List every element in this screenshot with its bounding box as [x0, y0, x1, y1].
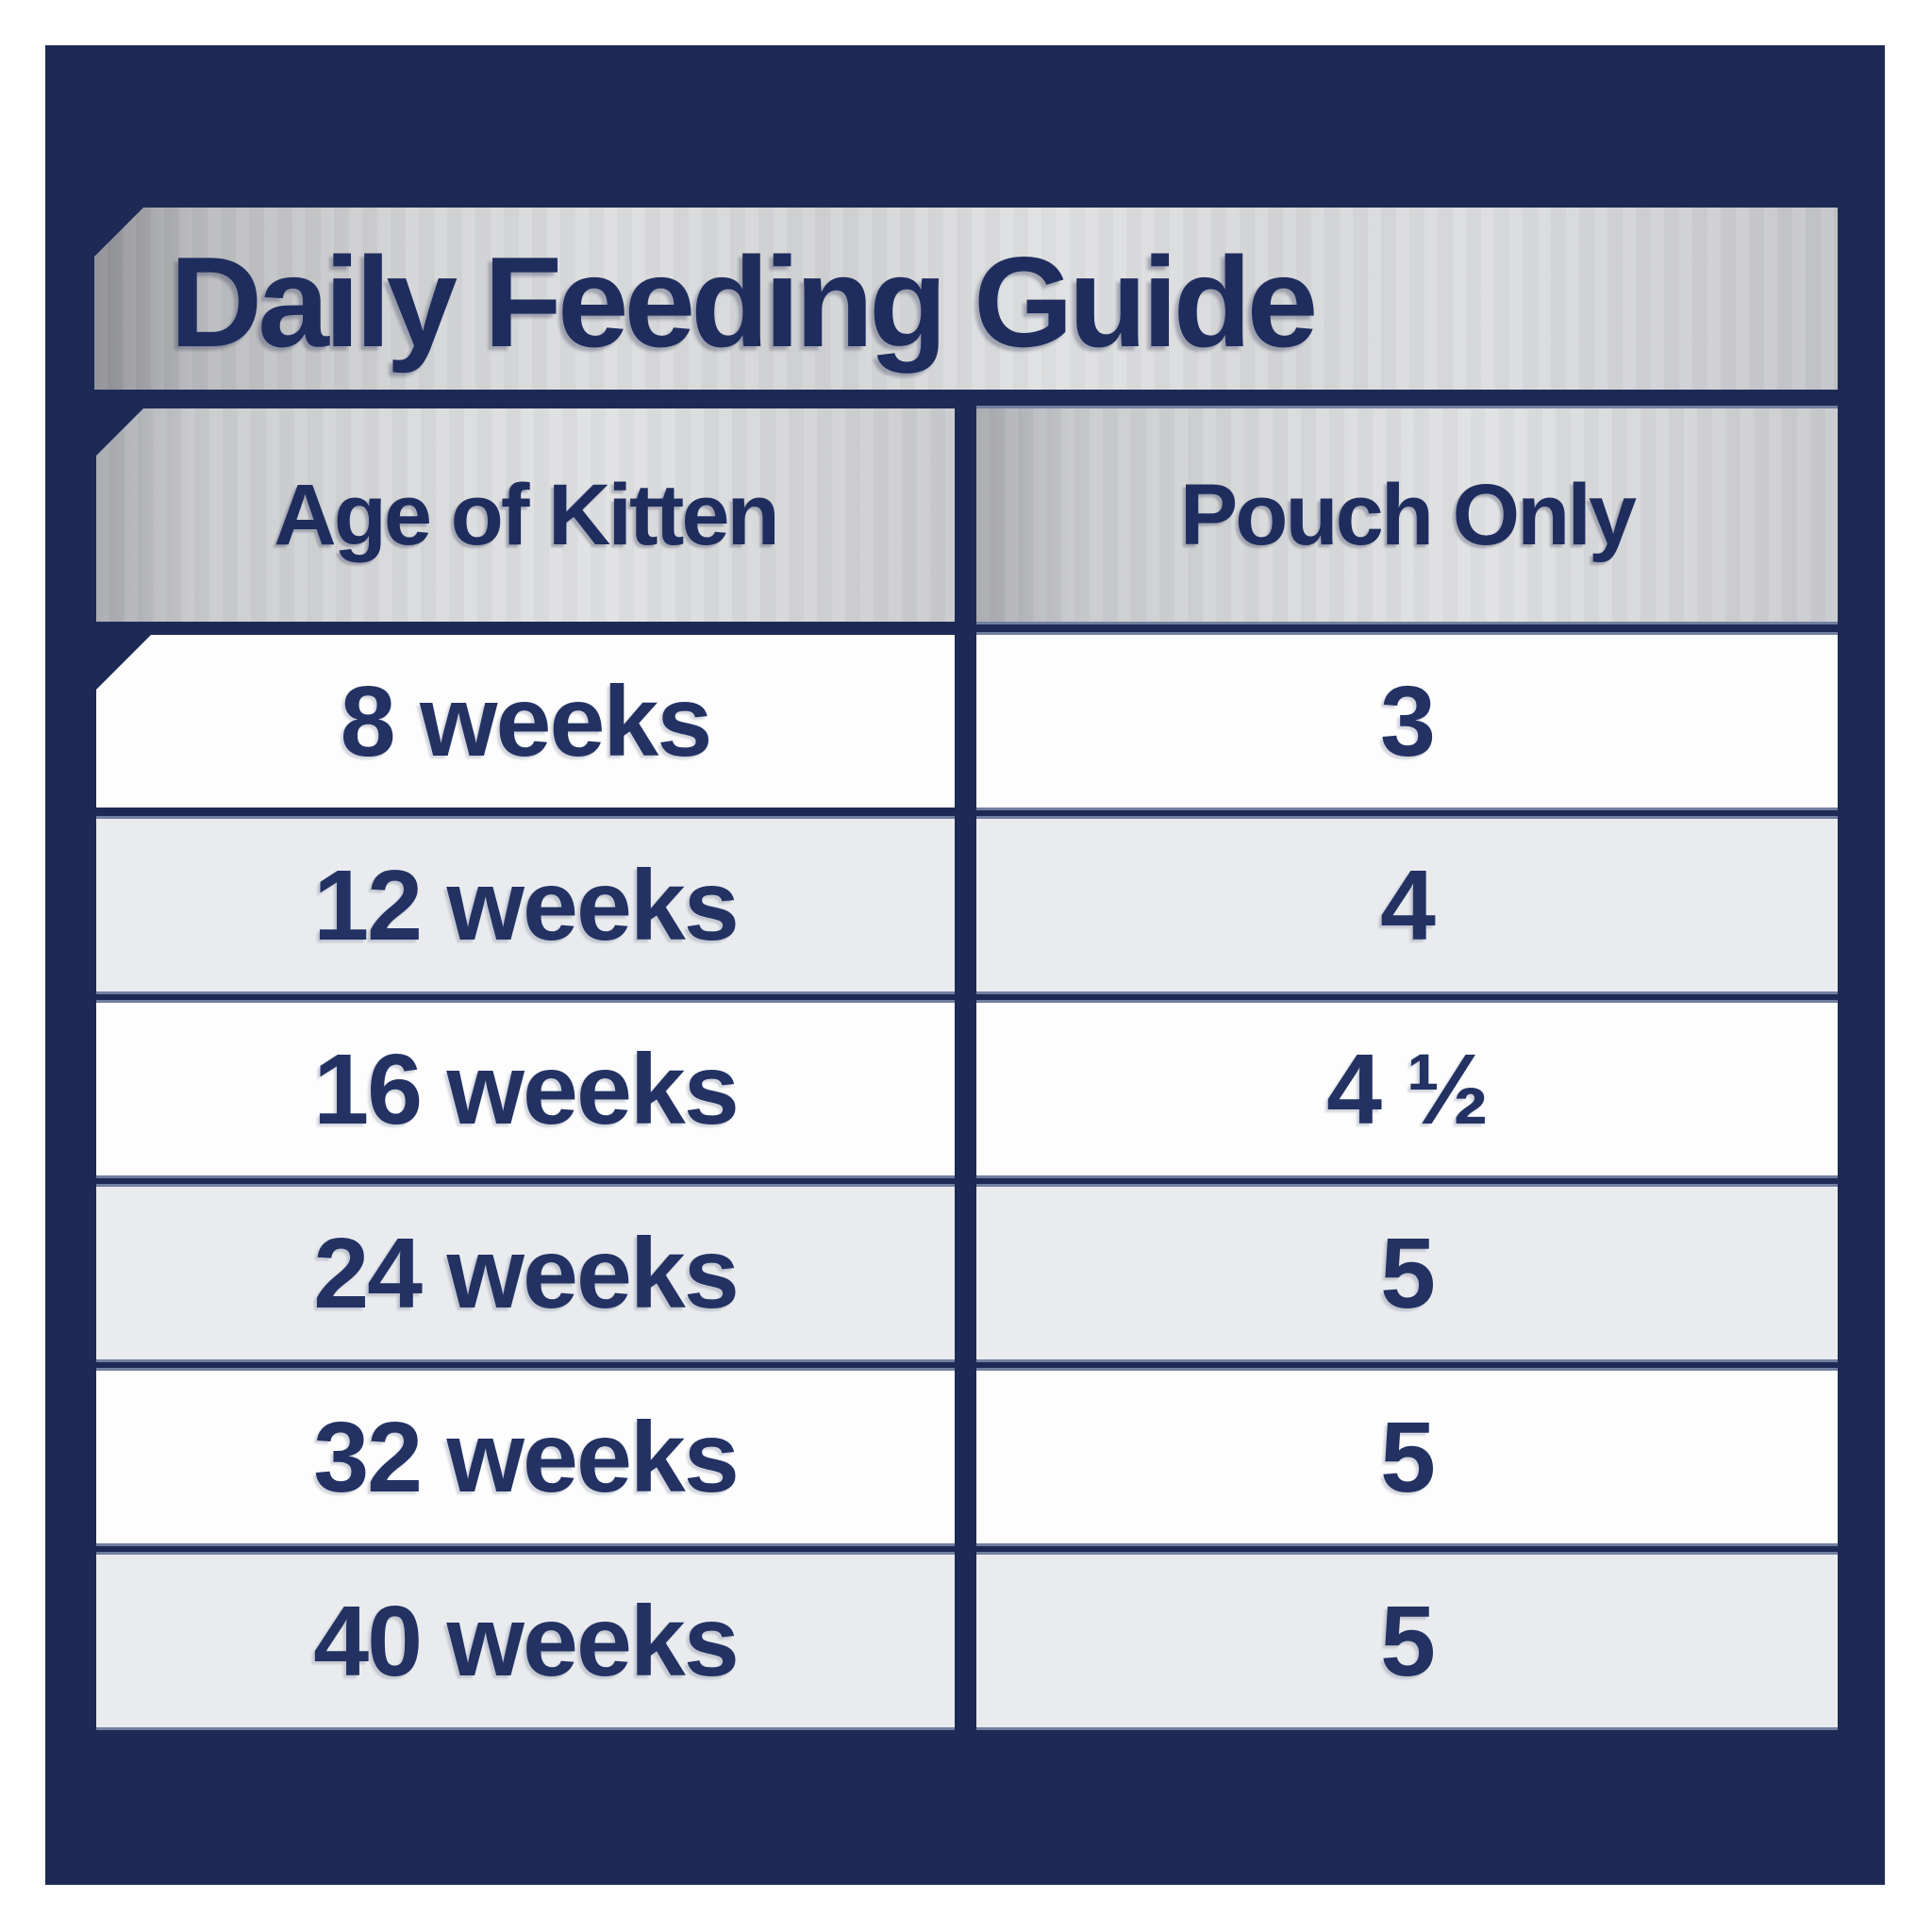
pouch-value: 5: [1380, 1401, 1436, 1513]
age-cell: 32 weeks: [96, 1371, 955, 1543]
age-value: 32 weeks: [313, 1401, 740, 1513]
pouch-value: 5: [1380, 1217, 1436, 1329]
age-cell: 12 weeks: [96, 819, 955, 991]
pouch-cell: 4: [976, 819, 1838, 991]
age-value: 16 weeks: [313, 1033, 740, 1145]
column-header-age-label: Age of Kitten: [274, 467, 779, 563]
pouch-cell: 5: [976, 1555, 1838, 1727]
title-band: Daily Feeding Guide: [94, 208, 1838, 390]
page-title: Daily Feeding Guide: [170, 229, 1318, 374]
pouch-cell: 4 ½: [976, 1003, 1838, 1175]
column-header-age: Age of Kitten: [96, 408, 955, 622]
age-value: 40 weeks: [313, 1585, 740, 1697]
pouch-cell: 3: [976, 635, 1838, 808]
column-header-pouch-label: Pouch Only: [1179, 467, 1637, 563]
age-cell: 40 weeks: [96, 1555, 955, 1727]
pouch-value: 5: [1380, 1585, 1436, 1697]
pouch-cell: 5: [976, 1371, 1838, 1543]
age-cell: 16 weeks: [96, 1003, 955, 1175]
pouch-value: 4 ½: [1326, 1033, 1490, 1145]
pouch-value: 3: [1380, 665, 1436, 777]
age-cell: 8 weeks: [96, 635, 955, 808]
age-cell: 24 weeks: [96, 1187, 955, 1359]
age-value: 12 weeks: [313, 849, 740, 961]
column-header-pouch: Pouch Only: [976, 408, 1838, 622]
pouch-cell: 5: [976, 1187, 1838, 1359]
pouch-value: 4: [1380, 849, 1436, 961]
age-value: 24 weeks: [313, 1217, 740, 1329]
age-value: 8 weeks: [340, 665, 713, 777]
